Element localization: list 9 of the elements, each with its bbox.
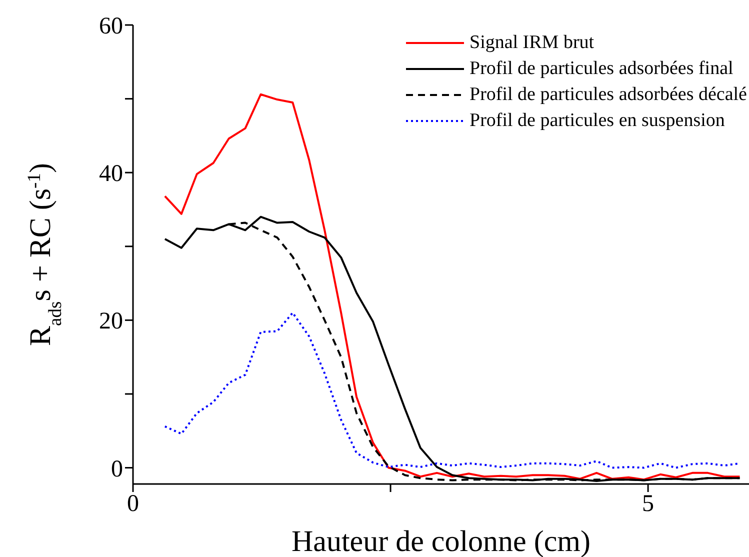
x-tick-label: 5: [642, 491, 654, 518]
y-tick-label: 20: [99, 308, 123, 335]
y-tick-label: 40: [99, 161, 123, 188]
y-tick-label: 60: [99, 14, 123, 40]
legend-label: Signal IRM brut: [470, 31, 594, 55]
legend-label: Profil de particules adsorbées final: [470, 57, 734, 81]
legend-label: Profil de particules en suspension: [470, 109, 725, 133]
y-tick-label: 0: [111, 456, 123, 482]
legend-label: Profil de particules adsorbées décalé: [470, 83, 747, 107]
